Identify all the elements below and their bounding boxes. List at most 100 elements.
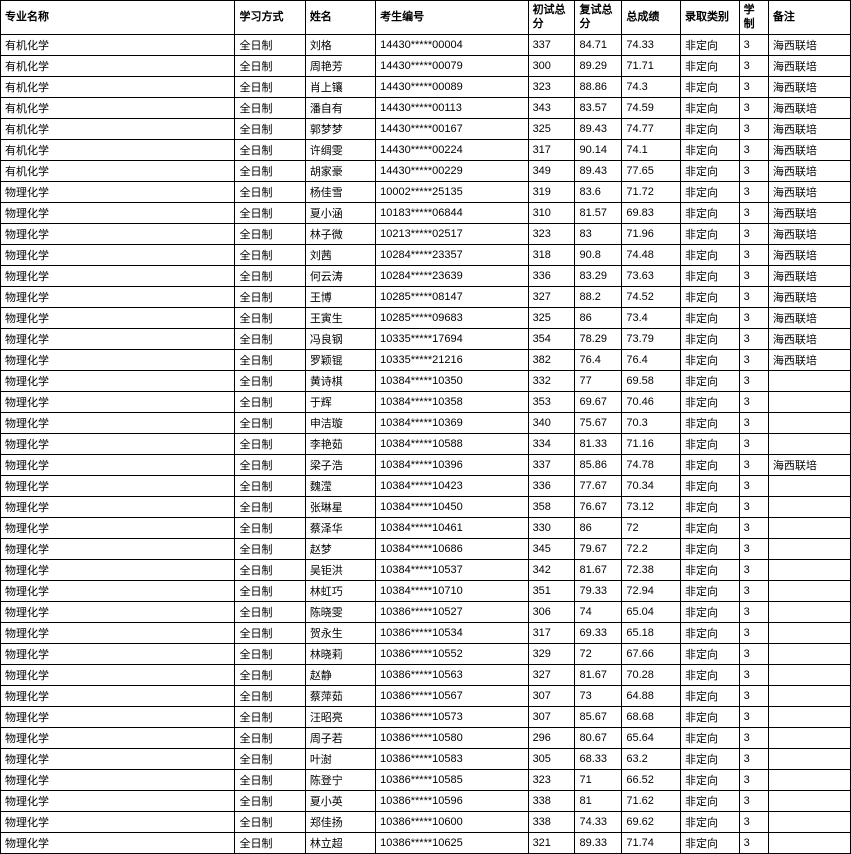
table-row: 物理化学全日制王寅生10285*****096833258673.4非定向3海西…	[1, 308, 851, 329]
cell-mode: 全日制	[235, 77, 305, 98]
cell-retestscore: 90.14	[575, 140, 622, 161]
cell-totalscore: 73.63	[622, 266, 681, 287]
cell-name: 王博	[305, 287, 375, 308]
cell-mode: 全日制	[235, 434, 305, 455]
cell-retestscore: 83	[575, 224, 622, 245]
cell-duration: 3	[739, 56, 768, 77]
cell-duration: 3	[739, 539, 768, 560]
header-admittype: 录取类别	[680, 1, 739, 35]
cell-remark: 海西联培	[768, 287, 850, 308]
cell-retestscore: 69.67	[575, 392, 622, 413]
cell-initscore: 345	[528, 539, 575, 560]
cell-totalscore: 70.46	[622, 392, 681, 413]
cell-major: 有机化学	[1, 140, 235, 161]
cell-totalscore: 72	[622, 518, 681, 539]
table-row: 有机化学全日制周艳芳14430*****0007930089.2971.71非定…	[1, 56, 851, 77]
cell-examid: 10384*****10396	[376, 455, 528, 476]
cell-initscore: 330	[528, 518, 575, 539]
cell-name: 夏小涵	[305, 203, 375, 224]
cell-name: 林虹巧	[305, 581, 375, 602]
cell-totalscore: 69.83	[622, 203, 681, 224]
cell-name: 吴钜洪	[305, 560, 375, 581]
cell-duration: 3	[739, 413, 768, 434]
cell-major: 物理化学	[1, 245, 235, 266]
cell-initscore: 340	[528, 413, 575, 434]
cell-remark	[768, 518, 850, 539]
cell-admittype: 非定向	[680, 644, 739, 665]
cell-major: 物理化学	[1, 812, 235, 833]
cell-retestscore: 86	[575, 518, 622, 539]
cell-retestscore: 89.43	[575, 119, 622, 140]
cell-totalscore: 63.2	[622, 749, 681, 770]
cell-initscore: 338	[528, 791, 575, 812]
header-row: 专业名称学习方式姓名考生编号初试总分复试总分总成绩录取类别学制备注	[1, 1, 851, 35]
table-row: 物理化学全日制夏小英10386*****105963388171.62非定向3	[1, 791, 851, 812]
cell-totalscore: 68.68	[622, 707, 681, 728]
cell-retestscore: 74	[575, 602, 622, 623]
cell-duration: 3	[739, 98, 768, 119]
cell-remark	[768, 623, 850, 644]
cell-examid: 10386*****10580	[376, 728, 528, 749]
table-row: 物理化学全日制汪昭亮10386*****1057330785.6768.68非定…	[1, 707, 851, 728]
cell-major: 物理化学	[1, 623, 235, 644]
cell-admittype: 非定向	[680, 434, 739, 455]
cell-admittype: 非定向	[680, 266, 739, 287]
cell-remark	[768, 749, 850, 770]
cell-totalscore: 70.3	[622, 413, 681, 434]
cell-major: 物理化学	[1, 455, 235, 476]
cell-remark: 海西联培	[768, 455, 850, 476]
cell-name: 陈晓雯	[305, 602, 375, 623]
cell-admittype: 非定向	[680, 371, 739, 392]
cell-major: 物理化学	[1, 602, 235, 623]
cell-totalscore: 73.79	[622, 329, 681, 350]
cell-major: 物理化学	[1, 287, 235, 308]
cell-initscore: 327	[528, 287, 575, 308]
cell-remark: 海西联培	[768, 329, 850, 350]
cell-admittype: 非定向	[680, 350, 739, 371]
cell-totalscore: 70.28	[622, 665, 681, 686]
cell-examid: 10386*****10573	[376, 707, 528, 728]
cell-initscore: 310	[528, 203, 575, 224]
cell-examid: 10285*****09683	[376, 308, 528, 329]
cell-admittype: 非定向	[680, 161, 739, 182]
cell-mode: 全日制	[235, 392, 305, 413]
cell-totalscore: 73.12	[622, 497, 681, 518]
cell-major: 有机化学	[1, 119, 235, 140]
cell-name: 汪昭亮	[305, 707, 375, 728]
cell-remark: 海西联培	[768, 35, 850, 56]
cell-remark	[768, 665, 850, 686]
cell-mode: 全日制	[235, 539, 305, 560]
cell-major: 物理化学	[1, 329, 235, 350]
cell-major: 物理化学	[1, 434, 235, 455]
cell-examid: 14430*****00224	[376, 140, 528, 161]
cell-duration: 3	[739, 812, 768, 833]
cell-name: 潘自有	[305, 98, 375, 119]
cell-examid: 10335*****17694	[376, 329, 528, 350]
cell-remark: 海西联培	[768, 182, 850, 203]
table-row: 物理化学全日制林虹巧10384*****1071035179.3372.94非定…	[1, 581, 851, 602]
table-row: 物理化学全日制蔡萍茹10386*****105673077364.88非定向3	[1, 686, 851, 707]
cell-name: 王寅生	[305, 308, 375, 329]
cell-duration: 3	[739, 434, 768, 455]
cell-mode: 全日制	[235, 476, 305, 497]
cell-initscore: 307	[528, 707, 575, 728]
cell-major: 物理化学	[1, 581, 235, 602]
cell-duration: 3	[739, 707, 768, 728]
cell-totalscore: 74.77	[622, 119, 681, 140]
cell-totalscore: 71.71	[622, 56, 681, 77]
cell-examid: 10183*****06844	[376, 203, 528, 224]
cell-mode: 全日制	[235, 266, 305, 287]
cell-examid: 10386*****10583	[376, 749, 528, 770]
cell-mode: 全日制	[235, 644, 305, 665]
cell-mode: 全日制	[235, 707, 305, 728]
cell-examid: 10384*****10450	[376, 497, 528, 518]
cell-duration: 3	[739, 602, 768, 623]
cell-admittype: 非定向	[680, 413, 739, 434]
cell-remark: 海西联培	[768, 119, 850, 140]
cell-remark	[768, 644, 850, 665]
cell-remark	[768, 539, 850, 560]
table-row: 物理化学全日制林晓莉10386*****105523297267.66非定向3	[1, 644, 851, 665]
cell-initscore: 317	[528, 140, 575, 161]
cell-totalscore: 69.62	[622, 812, 681, 833]
cell-mode: 全日制	[235, 749, 305, 770]
